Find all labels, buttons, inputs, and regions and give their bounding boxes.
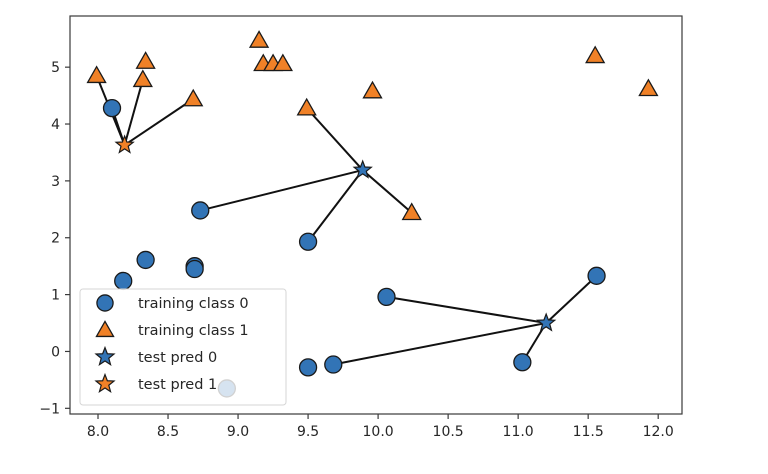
legend-label: training class 0 [138,296,249,312]
class1-triangle-point [248,30,270,48]
class0-circle-point [587,266,606,285]
class1-triangle-point [296,97,317,116]
y-tick-label: 1 [51,288,60,304]
class0-circle-point [191,201,210,220]
test-pred0-star [535,312,557,332]
legend-label: test pred 1 [138,377,217,393]
legend-item: test pred 1 [94,372,217,394]
x-tick-label: 9.0 [227,424,249,440]
x-tick-label: 10.5 [433,424,464,440]
y-tick-label: 0 [51,344,60,360]
neighbor-line [545,275,598,324]
x-tick-label: 9.5 [297,424,319,440]
test-pred1-star [114,134,135,154]
legend-label: test pred 0 [138,350,217,366]
class0-circle-point [298,358,318,377]
legend-star-icon [94,372,116,394]
class1-triangle-point [135,51,156,69]
legend-label: training class 1 [138,323,249,339]
class0-circle-point [102,98,122,118]
x-tick-label: 8.0 [87,424,109,440]
x-tick-label: 12.0 [643,424,674,440]
class0-circle-point [377,287,396,307]
neighbor-line [362,169,413,214]
x-tick-label: 11.0 [503,424,534,440]
neighbor-line [333,322,547,366]
class1-triangle-point [183,88,204,107]
class1-triangle-point [86,65,107,84]
class0-circle-point [114,271,133,291]
legend-item: training class 0 [96,294,249,312]
y-tick-label: 3 [51,174,60,190]
y-tick-label: 5 [51,60,60,76]
neighbor-line [305,107,364,171]
class1-triangle-point [585,45,606,64]
neighbor-line [386,295,547,325]
class0-circle-point [298,232,318,251]
x-tick-label: 8.5 [157,424,179,440]
neighbor-line [307,169,364,243]
legend-triangle-icon [95,320,115,338]
legend-circle-icon [96,294,114,312]
data-points [86,30,659,398]
legend-item: test pred 0 [94,345,217,367]
legend-star-icon [94,345,116,367]
legend-box [79,288,287,406]
y-tick-label: 2 [51,231,60,247]
legend: training class 0 training class 1 test pre… [79,288,287,406]
class0-circle-point [136,250,155,270]
y-tick-label: −1 [39,401,60,417]
class1-triangle-point [362,80,383,99]
test-pred0-star [352,159,373,179]
x-tick-label: 11.5 [573,424,604,440]
class1-triangle-point [132,69,153,88]
class1-triangle-point [272,53,293,72]
legend-item: training class 1 [95,320,249,339]
class1-triangle-point [638,78,659,97]
x-tick-label: 10.0 [363,424,394,440]
class1-triangle-point [401,202,422,221]
axes: 8.0 8.5 9.0 9.5 10.0 10.5 11.0 11.5 12.0 −1 0 1 2 3 4 5 [39,15,683,440]
class0-circle-point [185,259,204,279]
class0-circle-point [513,353,532,372]
neighbor-line [124,98,194,146]
y-tick-label: 4 [51,117,60,133]
neighbor-line [123,79,144,146]
plot-frame [69,15,683,415]
class0-circle-point [324,355,343,374]
neighbor-line [200,169,363,212]
